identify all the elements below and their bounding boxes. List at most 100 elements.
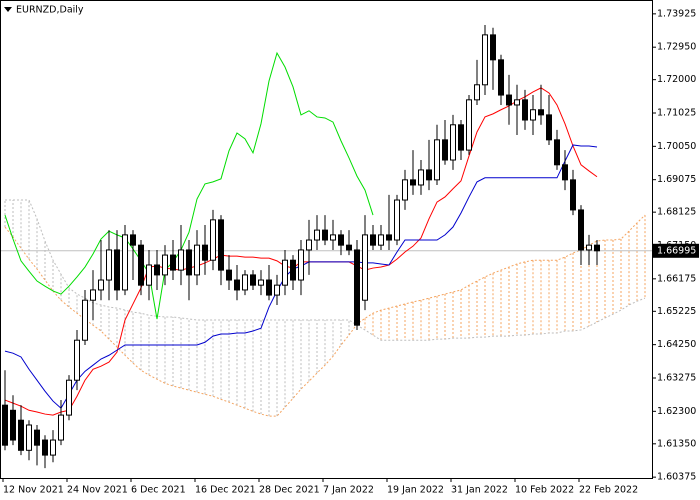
candle-body [514,99,520,106]
candle-body [114,249,120,291]
cloud-layer [4,199,646,417]
candle-body [426,169,432,181]
candle-body [50,439,56,456]
candle-body [234,279,240,291]
candle-body [338,234,344,246]
candle-body [386,234,392,241]
price-label-box [653,243,699,258]
candle-body [554,139,560,166]
x-tick-label: 22 Feb 2022 [579,485,638,496]
candle-body [546,114,552,141]
candle-body [410,179,416,186]
x-tick-label: 12 Nov 2021 [3,485,64,496]
candle-body [498,59,504,96]
y-tick-label: 1.72950 [657,42,696,53]
x-tick-label: 7 Jan 2022 [323,485,374,496]
candle-body [10,409,16,441]
candle-body [418,169,424,186]
candle-body [586,244,592,251]
candle-body [58,414,64,441]
y-tick-label: 1.61350 [657,438,696,449]
y-tick-label: 1.71025 [657,108,696,119]
candle-body [66,379,72,416]
y-tick-label: 1.60375 [657,472,696,483]
price-label: 1.66995 [657,245,696,256]
candle-body [434,139,440,181]
candle-body [394,199,400,241]
candle-body [530,109,536,121]
candle-body [274,284,280,296]
y-tick-label: 1.64250 [657,339,696,350]
candle-body [570,179,576,211]
candle-body [18,419,24,451]
candle-body [298,249,304,281]
candle-body [98,279,104,291]
candle-body [178,249,184,271]
candle-body [290,259,296,281]
candle-body [186,249,192,276]
plot-frame [0,0,653,479]
y-tick-label: 1.65225 [657,306,696,317]
candle-body [82,299,88,341]
y-tick-label: 1.66175 [657,273,696,284]
y-tick-label: 1.63275 [657,372,696,383]
y-tick-label: 1.70050 [657,141,696,152]
candle-body [34,429,40,446]
candle-body [138,244,144,286]
candle-body [442,139,448,161]
candle-body [538,109,544,116]
candle-body [130,234,136,246]
candle-body [506,94,512,106]
candle-body [258,279,264,286]
candle-body [106,249,112,281]
candle-body [74,339,80,381]
candle-body [482,34,488,86]
candle-body [474,84,480,101]
candle-body [378,234,384,246]
x-tick-label: 19 Jan 2022 [387,485,444,496]
candle-body [450,124,456,161]
candle-body [218,219,224,271]
candle-body [282,259,288,286]
candle-body [330,234,336,241]
candle-body [266,279,272,296]
candle-body [122,234,128,291]
candle-body [170,254,176,271]
x-tick-label: 31 Jan 2022 [451,485,508,496]
candle-body [210,219,216,261]
candle-body [146,264,152,286]
candle-body [242,274,248,291]
candle-body [458,124,464,151]
candle-body [2,404,8,446]
y-tick-label: 1.62300 [657,406,696,417]
symbol-icon [4,7,12,12]
candle-body [250,274,256,286]
candle-body [42,439,48,456]
candle-body [578,209,584,251]
indicator-line [4,51,374,320]
candle-body [306,239,312,251]
x-tick-label: 24 Nov 2021 [67,485,128,496]
candle-body [322,229,328,241]
span-a-line [4,214,646,417]
span-b-line [5,199,646,341]
candle-body [202,244,208,261]
candle-body [314,229,320,241]
candle-body [522,99,528,121]
y-tick-label: 1.73925 [657,8,696,19]
x-tick-label: 16 Dec 2021 [195,485,256,496]
y-tick-label: 1.68125 [657,207,696,218]
candle-body [370,234,376,246]
candle-body [26,424,32,451]
candle-body [490,34,496,61]
y-tick-label: 1.72000 [657,74,696,85]
candle-body [402,179,408,201]
y-tick-label: 1.69075 [657,174,696,185]
candle-body [154,264,160,276]
candle-body [162,254,168,276]
candle-body [346,244,352,251]
candle-body [354,249,360,326]
candle-body [226,269,232,281]
